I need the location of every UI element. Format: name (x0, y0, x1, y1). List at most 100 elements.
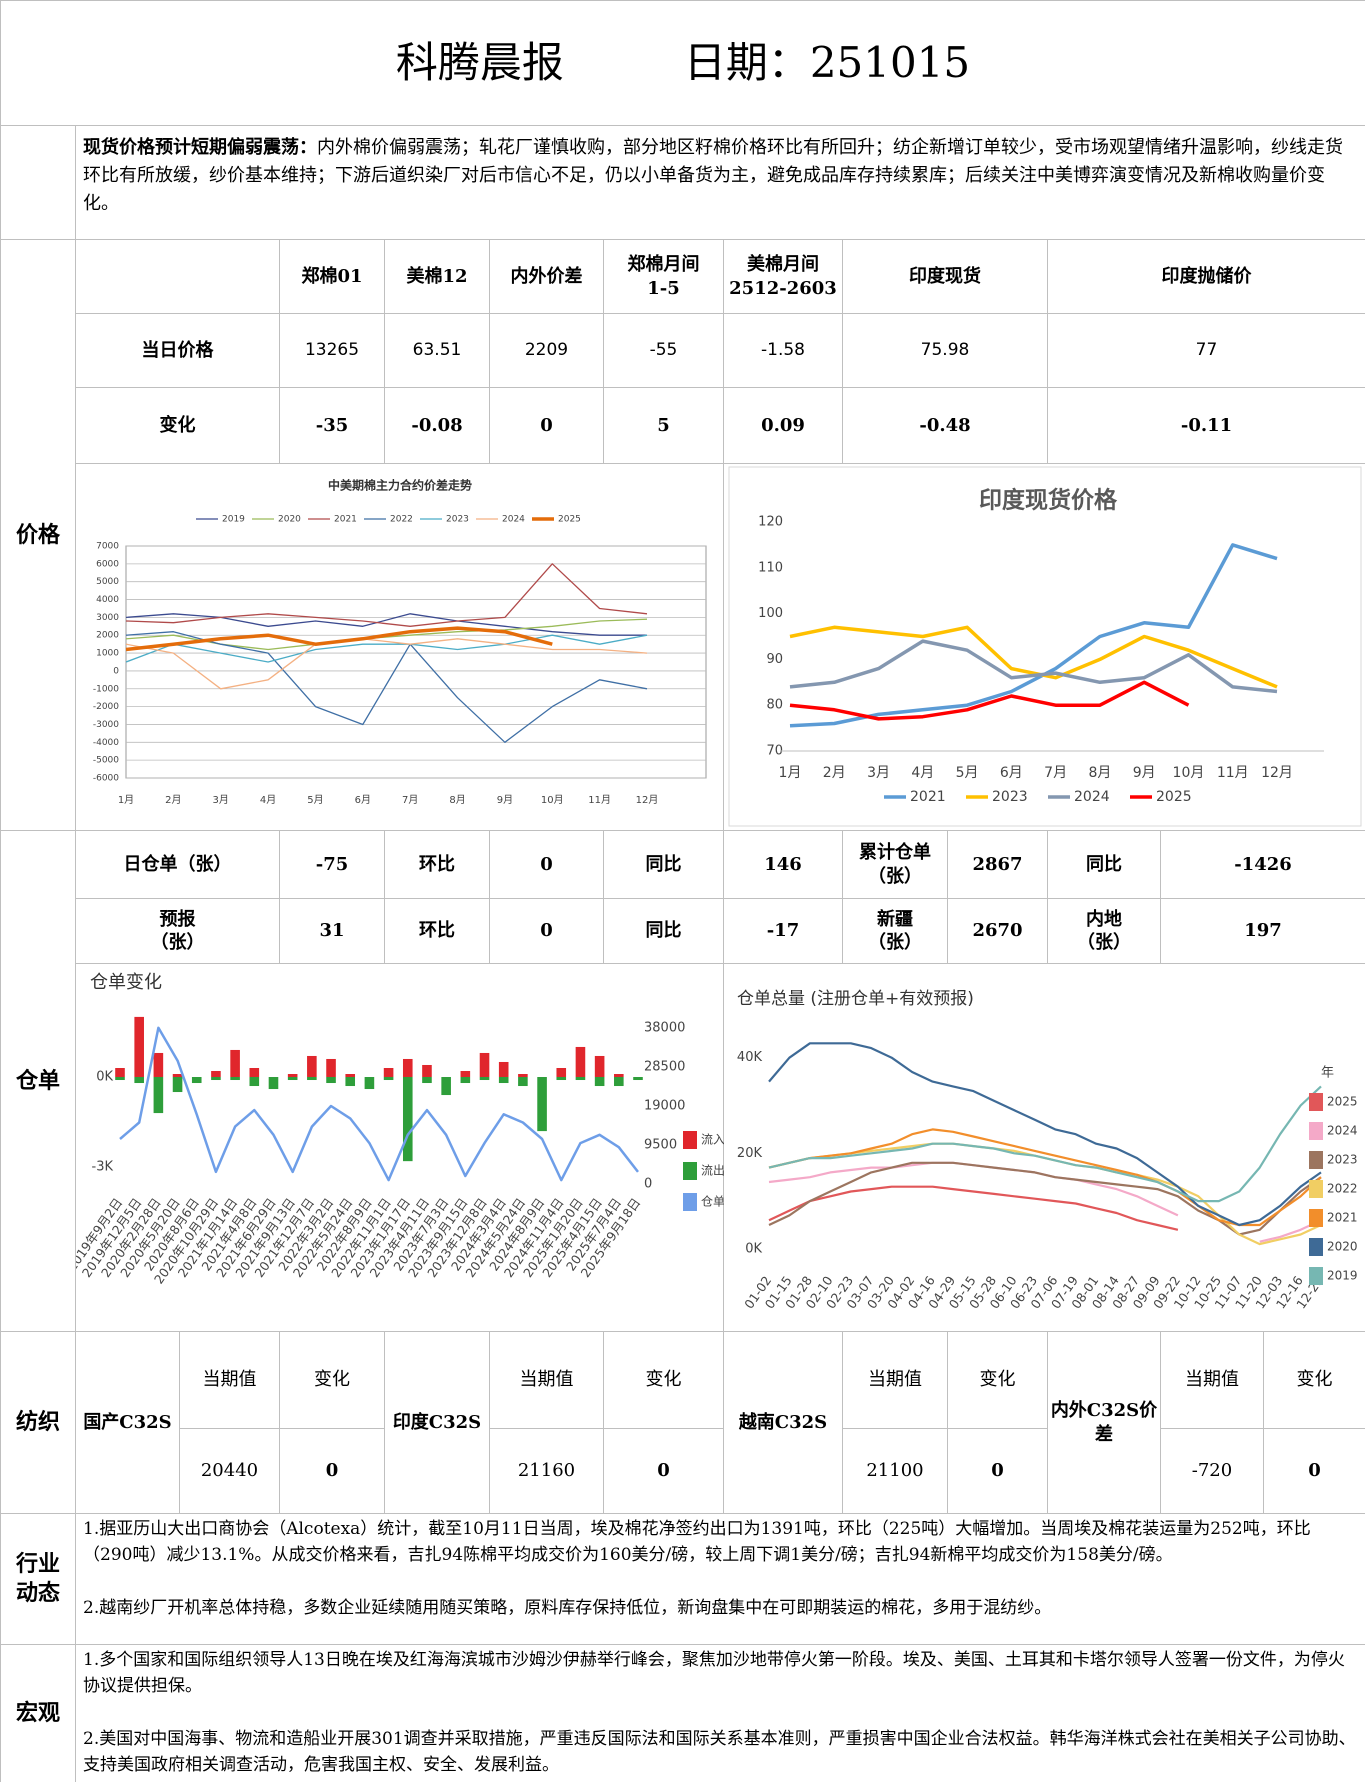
bar (441, 1077, 451, 1096)
bar (211, 1070, 221, 1078)
bar (422, 1064, 432, 1078)
legend-label: 仓单 (701, 1195, 724, 1209)
warehouse-cell: 197 (1161, 899, 1365, 964)
yarn-change: 0 (1264, 1429, 1365, 1514)
column-header: 当期值 (180, 1332, 280, 1429)
price-value: 77 (1048, 314, 1365, 388)
section-label: 宏观 (1, 1645, 76, 1782)
column-header: 郑棉月间 1-5 (604, 240, 724, 314)
price-value: 0.09 (724, 388, 843, 464)
warehouse-cell: -75 (280, 831, 385, 899)
legend-label: 2023 (1327, 1153, 1358, 1167)
legend-label: 2022 (1327, 1182, 1358, 1196)
y-tick-label: 40K (737, 1050, 763, 1065)
x-tick-label: 8月 (1088, 765, 1111, 781)
x-tick-label: 1月 (118, 794, 134, 806)
legend-label: 2021 (1327, 1211, 1358, 1225)
plot-frame (125, 545, 707, 779)
line (789, 680, 1190, 721)
legend-swatch (683, 1162, 697, 1180)
column-header: 变化 (948, 1332, 1048, 1429)
y-tick-label: -6000 (93, 774, 119, 784)
bar (230, 1077, 240, 1081)
y-tick-label: -2000 (93, 702, 119, 712)
y-tick-label: 3000 (96, 613, 119, 623)
section-label: 纺织 (1, 1332, 76, 1514)
price-value: 0 (490, 388, 604, 464)
bar (153, 1052, 164, 1078)
industry-text: 1.据亚历山大出口商协会（Alcotexa）统计，截至10月11日当周，埃及棉花… (76, 1514, 1365, 1645)
column-header: 印度抛储价 (1048, 240, 1365, 314)
news-item: 1.据亚历山大出口商协会（Alcotexa）统计，截至10月11日当周，埃及棉花… (83, 1519, 1311, 1566)
price-value: 75.98 (843, 314, 1048, 388)
y-tick-label: 0K (96, 1070, 113, 1085)
bar (249, 1067, 260, 1078)
line (125, 638, 648, 690)
x-tick-label: 4月 (911, 765, 934, 781)
yarn-change: 0 (604, 1429, 724, 1514)
x-tick-label: 7月 (1044, 765, 1067, 781)
x-tick-label: 8月 (449, 794, 465, 806)
bar (402, 1058, 413, 1078)
legend-label: 2024 (1327, 1124, 1358, 1138)
legend-label: 2025 (1156, 789, 1192, 805)
warehouse-cell: 累计仓单 （张） (843, 831, 948, 899)
yarn-change: 0 (948, 1429, 1048, 1514)
legend-swatch (1309, 1267, 1323, 1285)
yarn-current: 20440 (180, 1429, 280, 1514)
chart-title: 中美期棉主力合约价差走势 (328, 478, 472, 493)
bar (172, 1077, 183, 1093)
column-header: 美棉12 (385, 240, 490, 314)
bar (115, 1067, 125, 1078)
bar (230, 1049, 240, 1078)
warehouse-cell: 2867 (948, 831, 1048, 899)
news-item: 1.多个国家和国际组织领导人13日晚在埃及红海海滨城市沙姆沙伊赫举行峰会，聚焦加… (83, 1650, 1345, 1697)
line (768, 1161, 1322, 1236)
price-value: 5 (604, 388, 724, 464)
warehouse-cell: -1426 (1161, 831, 1365, 899)
bar (134, 1077, 144, 1084)
yarn-change: 0 (280, 1429, 385, 1514)
y-tick-label: 7000 (96, 542, 119, 552)
bar (460, 1070, 471, 1078)
section-label: 价格 (1, 240, 76, 831)
bar (345, 1074, 356, 1078)
legend-label: 2025 (558, 515, 581, 525)
legend-title: 年 (1321, 1066, 1334, 1081)
y-tick-label: 2000 (96, 631, 119, 641)
column-header: 当期值 (1161, 1332, 1264, 1429)
chart: 印度现货价格 70 80 90 100 110 120 1月 2月 3月 4月 5月 6月 7月 8月 9月 1… (728, 466, 1362, 827)
bar (575, 1046, 586, 1078)
line (125, 631, 648, 743)
bar (594, 1055, 605, 1078)
bar (134, 1016, 144, 1078)
chart: 仓单总量 (注册仓单+有效预报)0K20K40K01-0201-1501-280… (737, 989, 1358, 1311)
y-tick-label: -1000 (93, 684, 119, 694)
line (125, 563, 648, 627)
y2-tick-label: 0 (644, 1177, 652, 1192)
line (125, 613, 647, 636)
chart-area (724, 464, 1365, 831)
report-date: 日期：251015 (683, 37, 971, 87)
warehouse-cell: 环比 (385, 831, 490, 899)
warehouse-cell: 环比 (385, 899, 490, 964)
warehouse-cell: 0 (490, 831, 604, 899)
yarn-name: 越南C32S (724, 1332, 843, 1514)
bar (249, 1077, 260, 1087)
x-tick-label: 10月 (1173, 765, 1205, 781)
line (125, 634, 648, 663)
x-tick-label: 7月 (402, 794, 418, 806)
warehouse-cell: 新疆 （张） (843, 899, 948, 964)
column-header: 当期值 (490, 1332, 604, 1429)
news-item: 2.越南纱厂开机率总体持稳，多数企业延续随用随买策略，原料库存保持低位，新询盘集… (83, 1597, 1052, 1618)
bar (326, 1077, 336, 1084)
warehouse-cell: -17 (724, 899, 843, 964)
summary: 现货价格预计短期偏弱震荡：内外棉价偏弱震荡；轧花厂谨慎收购，部分地区籽棉价格环比… (76, 126, 1365, 240)
bar (614, 1077, 624, 1087)
yarn-current: 21100 (843, 1429, 948, 1514)
price-value: -0.11 (1048, 388, 1365, 464)
warehouse-cell: 同比 (604, 899, 724, 964)
x-tick-label: 11月 (588, 794, 611, 806)
line (125, 626, 553, 652)
